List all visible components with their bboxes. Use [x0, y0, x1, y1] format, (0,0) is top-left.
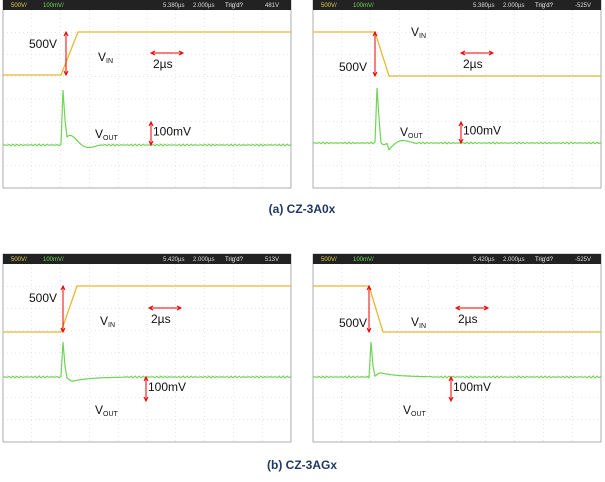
time-label: 2µs	[151, 312, 171, 326]
time-label: 2µs	[463, 57, 483, 71]
arrow-head	[147, 305, 183, 311]
ripple-label: 100mV	[153, 125, 191, 139]
header-field: 481V	[265, 3, 279, 9]
ripple-label: 100mV	[453, 380, 491, 394]
time-label: 2µs	[153, 57, 173, 71]
time-label: 2µs	[458, 312, 478, 326]
header-field: 100mV/	[43, 257, 64, 263]
vout-subscript: OUT	[103, 135, 119, 142]
vin-trace	[313, 31, 601, 77]
header-bar	[3, 254, 291, 264]
header-bar	[313, 254, 601, 264]
vout-subscript: OUT	[411, 411, 427, 418]
vin-label: V	[411, 25, 419, 39]
header-field: 500V/	[11, 3, 27, 9]
arrow-head	[149, 50, 185, 56]
vin-label: V	[411, 315, 419, 329]
arrow-head	[458, 120, 464, 145]
arrow-head	[60, 284, 66, 334]
header-field: Trig'd?	[225, 3, 244, 9]
header-field: 100mV/	[353, 257, 374, 263]
header-field: -525V	[575, 3, 591, 9]
arrow-head	[366, 284, 372, 334]
step-label: 500V	[29, 291, 57, 305]
header-field: 2.000µs	[503, 3, 524, 9]
vin-subscript: IN	[106, 58, 113, 65]
header-field: Trig'd?	[225, 257, 244, 263]
header-field: 5.420µs	[473, 257, 494, 263]
header-field: 5.380µs	[163, 3, 184, 9]
vin-label: V	[100, 314, 108, 328]
vin-subscript: IN	[108, 322, 115, 329]
scope-panel: 500V/100mV/5.420µs 2.000µs Trig'd? -525V 500…	[312, 253, 602, 443]
ripple-label: 100mV	[148, 380, 186, 394]
header-field: 100mV/	[353, 3, 374, 9]
vout-trace	[2, 341, 292, 382]
vout-subscript: OUT	[103, 411, 119, 418]
arrow-head	[448, 375, 454, 403]
vout-label: V	[95, 127, 103, 141]
vin-trace	[3, 285, 291, 333]
header-bar	[3, 0, 291, 10]
vin-trace	[313, 285, 601, 333]
header-field: 100mV/	[43, 3, 64, 9]
caption: (b) CZ-3AGx	[267, 458, 337, 472]
scope-panel: 500V/100mV/5.380µs 2.000µs Trig'd? 481V 500V…	[2, 0, 292, 189]
arrow-head	[459, 50, 495, 56]
vin-label: V	[98, 50, 106, 64]
step-label: 500V	[339, 60, 367, 74]
vout-label: V	[400, 125, 408, 139]
step-label: 500V	[339, 316, 367, 330]
header-field: Trig'd?	[535, 257, 554, 263]
arrow-head	[63, 30, 69, 77]
vout-label: V	[95, 403, 103, 417]
vin-subscript: IN	[419, 323, 426, 330]
header-field: 5.380µs	[473, 3, 494, 9]
header-field: 5.420µs	[163, 257, 184, 263]
header-field: 500V/	[11, 257, 27, 263]
vin-trace	[3, 31, 291, 76]
vout-subscript: OUT	[408, 133, 424, 140]
header-field: 500V/	[321, 3, 337, 9]
arrow-head	[454, 305, 490, 311]
vout-label: V	[403, 403, 411, 417]
header-bar	[313, 0, 601, 10]
header-field: 2.000µs	[193, 257, 214, 263]
scope-panel: 500V/100mV/5.420µs 2.000µs Trig'd? 513V 500V…	[2, 253, 292, 443]
vin-subscript: IN	[419, 33, 426, 40]
header-field: 2.000µs	[503, 257, 524, 263]
vout-trace	[312, 87, 602, 151]
header-field: 513V	[265, 257, 279, 263]
step-label: 500V	[29, 37, 57, 51]
header-field: Trig'd?	[535, 3, 554, 9]
vout-trace	[312, 341, 602, 379]
scope-panel: 500V/100mV/5.380µs 2.000µs Trig'd? -525V 500…	[312, 0, 602, 189]
caption: (a) CZ-3A0x	[269, 202, 336, 216]
vout-trace	[2, 89, 292, 149]
header-field: -525V	[575, 257, 591, 263]
header-field: 2.000µs	[193, 3, 214, 9]
header-field: 500V/	[321, 257, 337, 263]
arrow-head	[372, 30, 378, 78]
arrow-head	[148, 120, 154, 147]
arrow-head	[143, 375, 149, 403]
ripple-label: 100mV	[463, 124, 501, 138]
